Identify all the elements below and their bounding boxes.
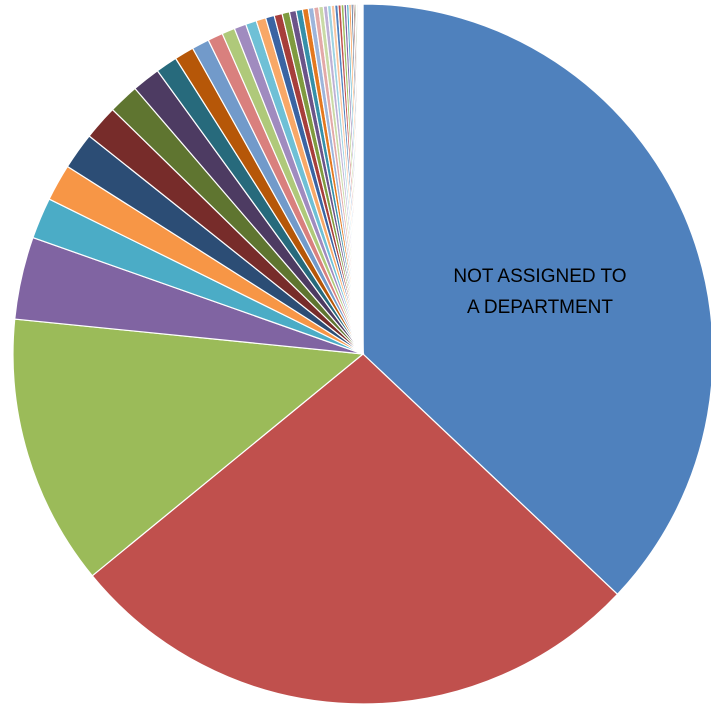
pie-slice-label-0-line-1: A DEPARTMENT	[467, 297, 613, 318]
pie-slice-label-0-line-0: NOT ASSIGNED TO	[453, 266, 626, 287]
pie-slice-45	[362, 4, 363, 354]
pie-slices	[13, 4, 711, 704]
